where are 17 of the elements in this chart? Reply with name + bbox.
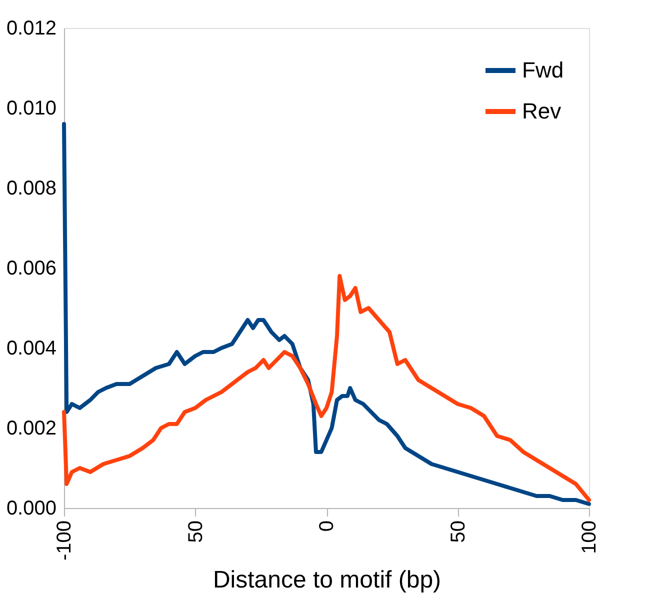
- y-tick-label: 0.012: [6, 18, 56, 40]
- x-tick-label: 50: [447, 520, 470, 543]
- y-tick-label: 0.008: [6, 178, 56, 200]
- x-tick-label: 100: [578, 520, 600, 554]
- line-series: [62, 122, 591, 506]
- x-axis-title: Distance to motif (bp): [212, 566, 442, 594]
- legend-label: Rev: [522, 98, 562, 124]
- y-tick-label: 0.010: [6, 98, 56, 120]
- y-tick-label: 0.002: [6, 418, 56, 440]
- y-tick-label: 0.006: [6, 258, 56, 280]
- x-tick-label: 0: [316, 520, 338, 532]
- legend-label: Fwd: [522, 58, 564, 82]
- y-tick-label: 0.004: [6, 338, 56, 360]
- x-tick-label: -100: [54, 520, 76, 561]
- line-series: [62, 274, 591, 502]
- y-tick-label: 0.000: [6, 498, 56, 520]
- x-tick-label: 50: [184, 520, 207, 543]
